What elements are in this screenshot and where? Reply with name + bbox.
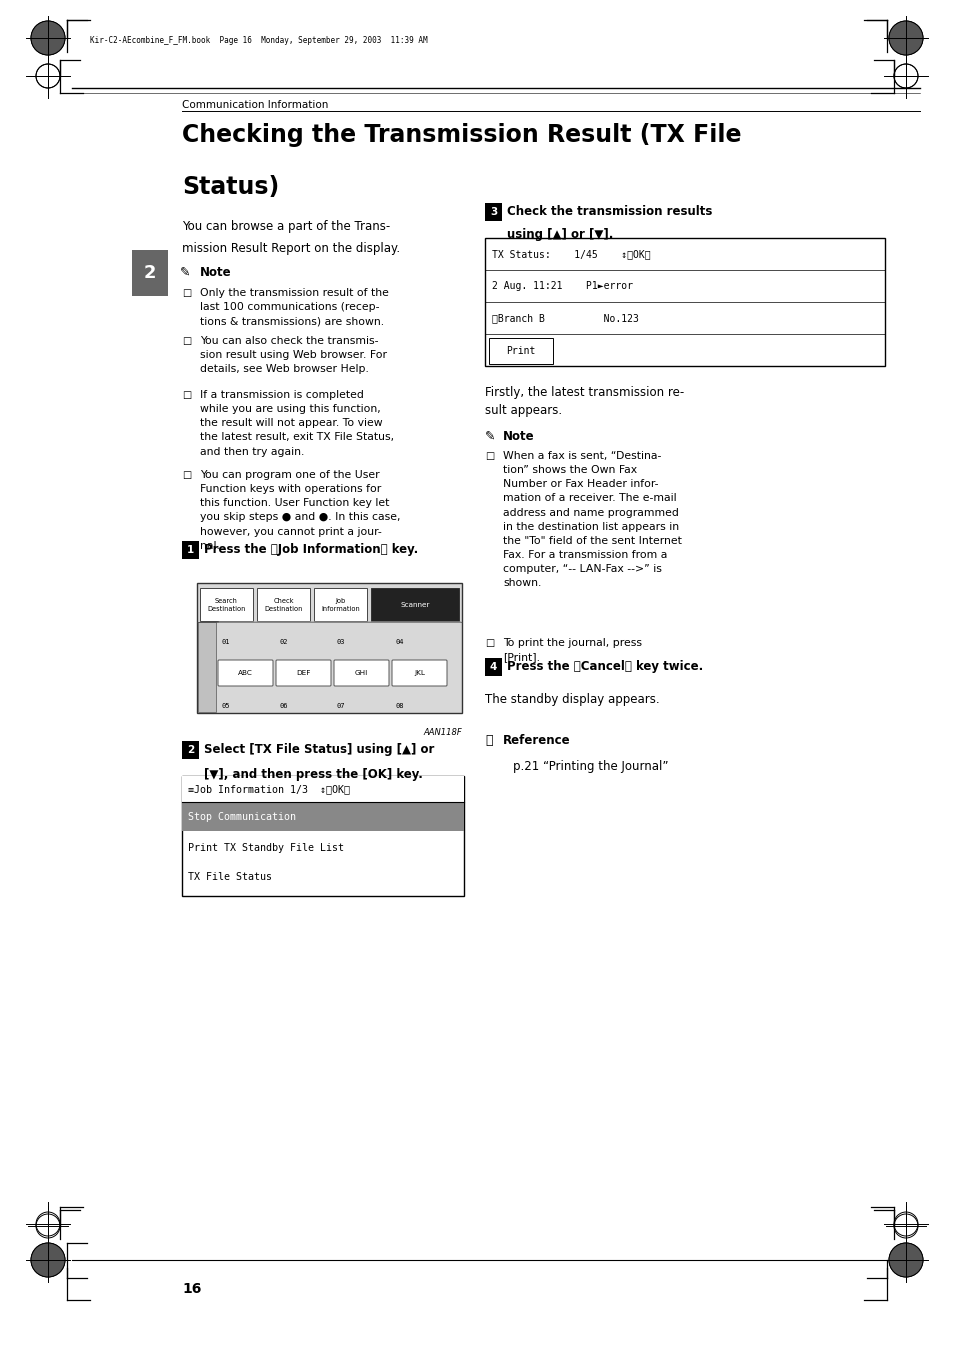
Text: DEF: DEF <box>296 670 311 675</box>
FancyBboxPatch shape <box>489 338 553 364</box>
Circle shape <box>888 1243 923 1277</box>
Circle shape <box>888 22 923 55</box>
Text: Status): Status) <box>182 175 279 200</box>
Text: Check: Check <box>273 597 294 604</box>
Text: 07: 07 <box>336 704 345 709</box>
Bar <box>182 741 199 759</box>
FancyBboxPatch shape <box>392 661 447 686</box>
Text: ≡Job Information 1/3  ↕【OK】: ≡Job Information 1/3 ↕【OK】 <box>188 785 350 794</box>
Bar <box>182 803 463 830</box>
Text: ABC: ABC <box>238 670 253 675</box>
Text: Reference: Reference <box>502 735 570 747</box>
Text: ✎: ✎ <box>180 266 191 279</box>
Bar <box>484 204 501 221</box>
Circle shape <box>30 22 65 55</box>
Text: Job: Job <box>335 597 345 604</box>
Text: 1: 1 <box>187 545 193 555</box>
FancyBboxPatch shape <box>218 661 273 686</box>
Bar <box>314 588 367 621</box>
Text: You can also check the transmis-
sion result using Web browser. For
details, see: You can also check the transmis- sion re… <box>200 336 387 375</box>
Text: ⌕: ⌕ <box>484 735 492 747</box>
Text: p.21 “Printing the Journal”: p.21 “Printing the Journal” <box>513 760 668 772</box>
Text: Information: Information <box>321 605 359 612</box>
Text: ✎: ✎ <box>484 430 495 443</box>
Text: Communication Information: Communication Information <box>182 100 328 111</box>
Bar <box>198 621 215 712</box>
Text: Only the transmission result of the
last 100 communications (recep-
tions & tran: Only the transmission result of the last… <box>200 288 389 326</box>
Bar <box>200 588 253 621</box>
Text: Select [TX File Status] using [▲] or: Select [TX File Status] using [▲] or <box>204 743 434 756</box>
Text: 04: 04 <box>395 639 403 644</box>
Text: 03: 03 <box>336 639 345 644</box>
Text: 2: 2 <box>144 264 156 282</box>
Text: 08: 08 <box>395 704 403 709</box>
Text: Stop Communication: Stop Communication <box>188 811 295 822</box>
Text: If a transmission is completed
while you are using this function,
the result wil: If a transmission is completed while you… <box>200 390 394 457</box>
Text: Print TX Standby File List: Print TX Standby File List <box>188 842 344 853</box>
Text: □: □ <box>484 638 494 648</box>
Text: Search: Search <box>214 597 237 604</box>
Circle shape <box>888 1243 923 1277</box>
Circle shape <box>30 22 65 55</box>
Bar <box>132 249 168 297</box>
Text: The standby display appears.: The standby display appears. <box>484 693 659 706</box>
Text: When a fax is sent, “Destina-
tion” shows the Own Fax
Number or Fax Header infor: When a fax is sent, “Destina- tion” show… <box>502 452 681 589</box>
Text: GHI: GHI <box>355 670 368 675</box>
Text: Note: Note <box>502 430 534 443</box>
Text: AAN118F: AAN118F <box>423 728 461 737</box>
Text: TX Status:    1/45    ↕【OK】: TX Status: 1/45 ↕【OK】 <box>492 249 650 259</box>
Bar <box>196 582 461 713</box>
Bar <box>182 776 463 802</box>
Text: Firstly, the latest transmission re-
sult appears.: Firstly, the latest transmission re- sul… <box>484 386 683 417</box>
Text: 06: 06 <box>278 704 287 709</box>
Text: 05: 05 <box>221 704 230 709</box>
Text: 16: 16 <box>182 1282 201 1295</box>
Text: JKL: JKL <box>414 670 424 675</box>
Text: You can browse a part of the Trans-: You can browse a part of the Trans- <box>182 220 390 233</box>
Text: 2: 2 <box>187 745 193 755</box>
Bar <box>484 239 884 367</box>
Text: 3: 3 <box>489 208 497 217</box>
Bar <box>371 588 458 621</box>
Text: 01: 01 <box>221 639 230 644</box>
Text: Press the 【Job Information】 key.: Press the 【Job Information】 key. <box>204 543 417 555</box>
Text: □: □ <box>182 288 191 298</box>
Bar <box>182 541 199 559</box>
Text: To print the journal, press
[Print].: To print the journal, press [Print]. <box>502 638 641 662</box>
Text: 4: 4 <box>489 662 497 673</box>
Text: 02: 02 <box>278 639 287 644</box>
Text: You can program one of the User
Function keys with operations for
this function.: You can program one of the User Function… <box>200 470 400 551</box>
Text: Press the 【Cancel】 key twice.: Press the 【Cancel】 key twice. <box>506 661 702 673</box>
Bar <box>256 588 310 621</box>
Circle shape <box>30 1243 65 1277</box>
Circle shape <box>888 22 923 55</box>
Text: using [▲] or [▼].: using [▲] or [▼]. <box>506 228 613 240</box>
Text: TX File Status: TX File Status <box>188 872 272 882</box>
Text: Check the transmission results: Check the transmission results <box>506 205 712 218</box>
Circle shape <box>30 1243 65 1277</box>
Text: □: □ <box>484 452 494 461</box>
Text: Print: Print <box>506 346 536 356</box>
FancyBboxPatch shape <box>334 661 389 686</box>
FancyBboxPatch shape <box>275 661 331 686</box>
Text: □: □ <box>182 336 191 346</box>
Text: Note: Note <box>200 266 232 279</box>
Text: Scanner: Scanner <box>400 601 429 608</box>
Text: □: □ <box>182 390 191 400</box>
Text: Checking the Transmission Result (TX File: Checking the Transmission Result (TX Fil… <box>182 123 740 147</box>
Text: ℡Branch B          No.123: ℡Branch B No.123 <box>492 313 639 324</box>
Text: 2 Aug. 11:21    P1►error: 2 Aug. 11:21 P1►error <box>492 280 633 291</box>
Text: □: □ <box>182 470 191 480</box>
Text: Destination: Destination <box>207 605 246 612</box>
Bar <box>182 776 463 896</box>
Text: mission Result Report on the display.: mission Result Report on the display. <box>182 243 399 255</box>
Bar <box>484 658 501 675</box>
Text: [▼], and then press the [OK] key.: [▼], and then press the [OK] key. <box>204 767 422 780</box>
Text: Destination: Destination <box>264 605 302 612</box>
Text: Kir-C2-AEcombine_F_FM.book  Page 16  Monday, September 29, 2003  11:39 AM: Kir-C2-AEcombine_F_FM.book Page 16 Monda… <box>90 35 427 44</box>
